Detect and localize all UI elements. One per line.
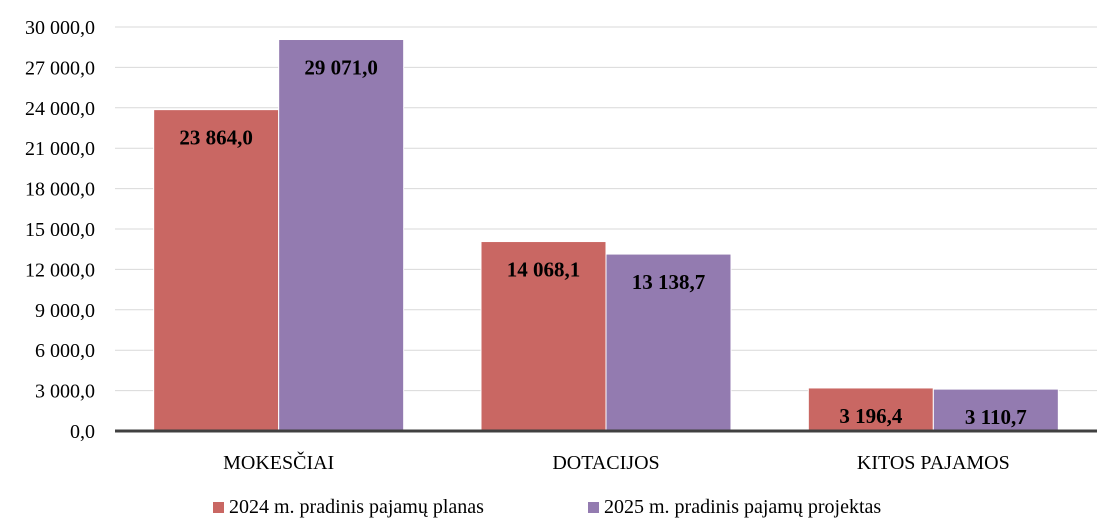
legend-label: 2025 m. pradinis pajamų projektas — [604, 496, 881, 518]
data-label: 13 138,7 — [632, 270, 706, 294]
y-tick-label: 0,0 — [70, 421, 95, 443]
x-category-label: DOTACIJOS — [552, 452, 659, 474]
data-label: 14 068,1 — [507, 258, 581, 282]
x-category-label: KITOS PAJAMOS — [857, 452, 1010, 474]
data-label: 23 864,0 — [179, 126, 253, 150]
y-tick-label: 15 000,0 — [25, 219, 95, 241]
y-tick-label: 27 000,0 — [25, 57, 95, 79]
data-label: 29 071,0 — [304, 56, 378, 80]
legend-label: 2024 m. pradinis pajamų planas — [229, 496, 484, 518]
y-tick-label: 18 000,0 — [25, 179, 95, 201]
bar-series-2024 — [153, 109, 280, 432]
y-tick-label: 24 000,0 — [25, 98, 95, 120]
legend-swatch — [588, 502, 599, 513]
legend-swatch — [213, 502, 224, 513]
y-tick-label: 3 000,0 — [35, 381, 95, 403]
y-tick-label: 9 000,0 — [35, 300, 95, 322]
x-axis-categories: MOKESČIAI DOTACIJOS KITOS PAJAMOS — [223, 450, 1010, 474]
bar-series-2024 — [480, 241, 607, 432]
y-tick-label: 6 000,0 — [35, 340, 95, 362]
data-label: 3 196,4 — [839, 404, 903, 428]
x-category-label: MOKESČIAI — [223, 450, 334, 474]
bar-series-2025 — [605, 253, 732, 432]
bars — [153, 39, 1059, 432]
y-tick-label: 21 000,0 — [25, 138, 95, 160]
legend: 2024 m. pradinis pajamų planas 2025 m. pr… — [213, 496, 881, 518]
bar-series-2025 — [932, 388, 1059, 432]
y-tick-label: 12 000,0 — [25, 259, 95, 281]
y-tick-label: 30 000,0 — [25, 17, 95, 39]
data-label: 3 110,7 — [965, 405, 1027, 429]
data-labels: 23 864,0 29 071,0 14 068,1 13 138,7 3 196,4 3… — [179, 56, 1026, 430]
bar-series-2025 — [278, 39, 405, 432]
y-axis-ticks: 0,0 3 000,0 6 000,0 9 000,0 12 000,0 15 000,0… — [25, 17, 95, 443]
